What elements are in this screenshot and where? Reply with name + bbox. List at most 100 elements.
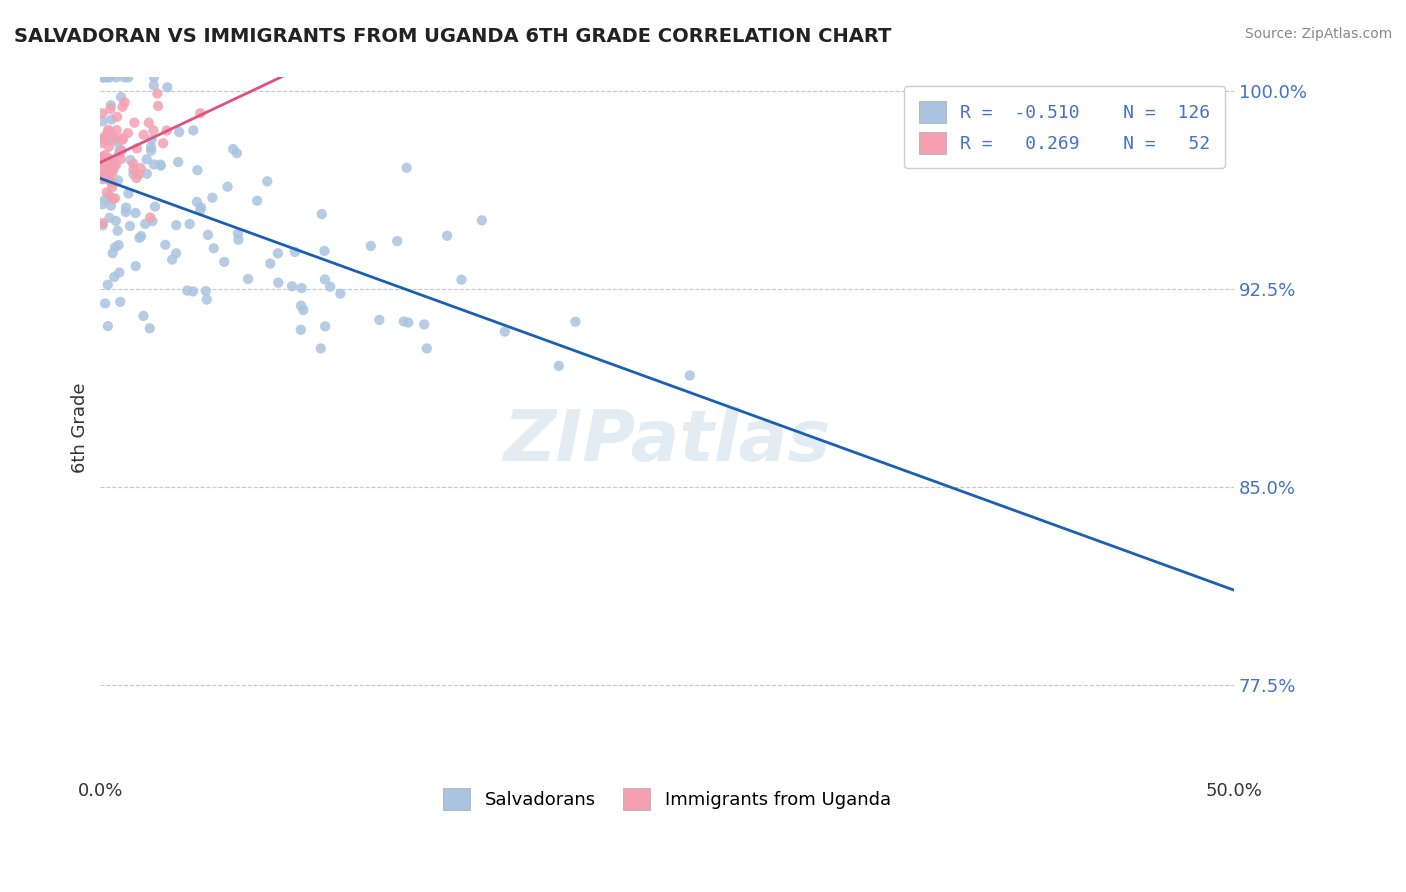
Point bbox=[91, 197, 114, 211]
Point bbox=[104, 191, 127, 205]
Point bbox=[181, 285, 204, 299]
Point bbox=[450, 273, 472, 287]
Point bbox=[125, 141, 148, 155]
Point bbox=[94, 167, 117, 181]
Point bbox=[98, 174, 121, 188]
Point bbox=[105, 123, 128, 137]
Point bbox=[149, 159, 172, 173]
Point bbox=[100, 128, 122, 142]
Point bbox=[267, 246, 290, 260]
Point bbox=[103, 161, 125, 175]
Point bbox=[165, 218, 187, 232]
Point bbox=[146, 99, 169, 113]
Point bbox=[117, 186, 139, 201]
Point bbox=[129, 161, 152, 176]
Point bbox=[129, 229, 152, 244]
Point bbox=[96, 171, 118, 186]
Point bbox=[314, 244, 336, 258]
Point bbox=[93, 132, 115, 146]
Point bbox=[186, 163, 208, 178]
Point bbox=[156, 123, 179, 137]
Text: Source: ZipAtlas.com: Source: ZipAtlas.com bbox=[1244, 27, 1392, 41]
Point bbox=[214, 255, 236, 269]
Point bbox=[385, 234, 408, 248]
Point bbox=[91, 169, 114, 183]
Point bbox=[94, 148, 117, 162]
Point bbox=[91, 150, 114, 164]
Point bbox=[94, 159, 117, 173]
Point bbox=[108, 143, 131, 157]
Point bbox=[122, 167, 145, 181]
Point bbox=[167, 125, 190, 139]
Point bbox=[179, 217, 201, 231]
Point bbox=[93, 70, 115, 85]
Point bbox=[201, 191, 224, 205]
Point bbox=[107, 173, 129, 187]
Point bbox=[105, 70, 128, 85]
Point bbox=[122, 156, 145, 170]
Point bbox=[117, 70, 139, 85]
Point bbox=[143, 70, 166, 85]
Point bbox=[98, 152, 121, 166]
Point bbox=[396, 316, 419, 330]
Point bbox=[194, 284, 217, 298]
Point bbox=[176, 284, 198, 298]
Point bbox=[107, 238, 129, 252]
Point bbox=[115, 201, 138, 215]
Point bbox=[319, 279, 342, 293]
Point bbox=[111, 100, 134, 114]
Point bbox=[186, 195, 208, 210]
Point bbox=[118, 219, 141, 233]
Point bbox=[290, 281, 312, 295]
Point bbox=[222, 142, 245, 156]
Text: SALVADORAN VS IMMIGRANTS FROM UGANDA 6TH GRADE CORRELATION CHART: SALVADORAN VS IMMIGRANTS FROM UGANDA 6TH… bbox=[14, 27, 891, 45]
Point bbox=[91, 216, 114, 230]
Point bbox=[139, 140, 162, 154]
Point bbox=[309, 342, 332, 356]
Point bbox=[143, 200, 166, 214]
Point bbox=[135, 153, 157, 167]
Point bbox=[124, 206, 146, 220]
Point bbox=[134, 217, 156, 231]
Point bbox=[142, 78, 165, 93]
Point bbox=[564, 315, 586, 329]
Point bbox=[125, 171, 148, 186]
Point bbox=[98, 188, 121, 202]
Point bbox=[290, 299, 312, 313]
Point bbox=[100, 199, 122, 213]
Point bbox=[292, 303, 315, 318]
Point bbox=[471, 213, 494, 227]
Point bbox=[138, 116, 160, 130]
Point bbox=[181, 123, 204, 137]
Point bbox=[100, 98, 122, 112]
Point bbox=[97, 319, 120, 334]
Point bbox=[101, 180, 124, 194]
Point bbox=[91, 70, 114, 85]
Point bbox=[195, 293, 218, 307]
Point bbox=[188, 106, 211, 120]
Point bbox=[101, 175, 124, 189]
Point bbox=[141, 214, 163, 228]
Point bbox=[97, 123, 120, 137]
Point bbox=[284, 244, 307, 259]
Point bbox=[101, 246, 124, 260]
Point bbox=[117, 126, 139, 140]
Point bbox=[111, 133, 134, 147]
Point bbox=[96, 70, 118, 85]
Point bbox=[139, 211, 162, 225]
Point bbox=[91, 114, 114, 128]
Point bbox=[226, 227, 249, 241]
Point bbox=[160, 252, 183, 267]
Point bbox=[111, 131, 134, 145]
Point bbox=[679, 368, 702, 383]
Point bbox=[91, 136, 114, 150]
Point bbox=[329, 286, 352, 301]
Point bbox=[311, 207, 333, 221]
Point bbox=[368, 313, 391, 327]
Point bbox=[105, 110, 128, 124]
Point bbox=[165, 246, 187, 260]
Point bbox=[101, 153, 124, 167]
Point bbox=[103, 269, 125, 284]
Point bbox=[105, 135, 128, 149]
Point bbox=[141, 132, 163, 146]
